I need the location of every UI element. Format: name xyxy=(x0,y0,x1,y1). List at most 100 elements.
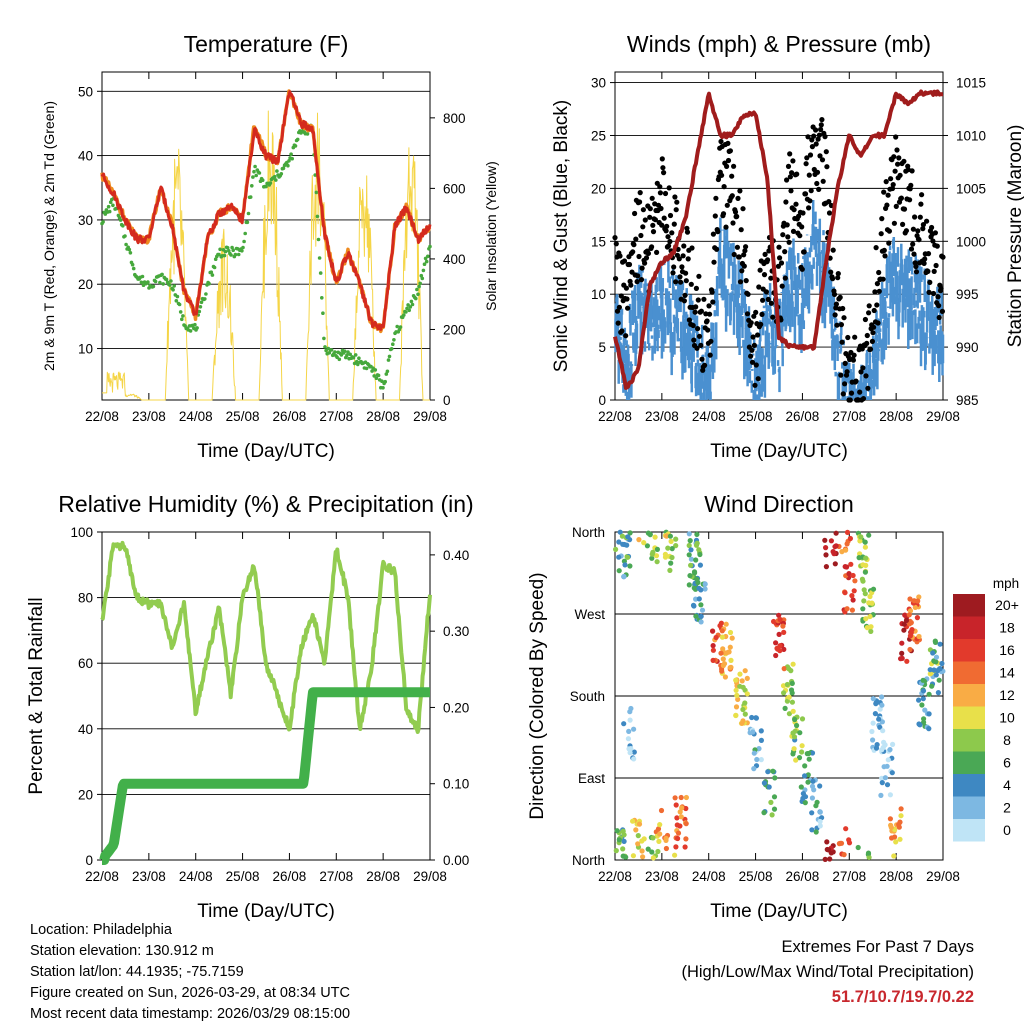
wind-gust-point xyxy=(874,302,880,308)
wind-gust-point xyxy=(709,289,715,295)
wind-gust-point xyxy=(872,289,878,295)
direction-point xyxy=(765,769,771,775)
dewpoint-point xyxy=(351,355,356,360)
direction-point xyxy=(694,540,700,546)
direction-point xyxy=(781,666,787,672)
direction-point xyxy=(843,547,849,553)
direction-ytick-label: East xyxy=(578,771,605,786)
direction-point xyxy=(904,658,910,664)
wind-gust-point xyxy=(696,333,703,339)
direction-point xyxy=(817,818,823,825)
direction-point xyxy=(669,554,675,561)
direction-point xyxy=(780,683,787,689)
wind-gust-point xyxy=(929,224,935,231)
dewpoint-point xyxy=(289,152,293,156)
direction-point xyxy=(673,543,679,549)
dewpoint-point xyxy=(236,252,241,257)
winds-ytick-label: 25 xyxy=(591,128,606,143)
direction-point xyxy=(844,541,850,547)
winds-ytick-label: 20 xyxy=(591,181,606,196)
wind-gust-point xyxy=(661,170,667,176)
direction-point xyxy=(842,564,848,570)
wind-gust-point xyxy=(841,315,847,321)
wind-gust-point xyxy=(642,260,648,266)
wind-gust-point xyxy=(871,324,877,330)
direction-point xyxy=(683,794,690,801)
dewpoint-point xyxy=(204,292,208,296)
direction-xtick-label: 24/08 xyxy=(692,869,726,884)
wind-gust-point xyxy=(886,240,892,246)
dewpoint-point xyxy=(420,276,425,281)
wind-gust-point xyxy=(765,257,771,263)
wind-gust-point xyxy=(695,326,701,332)
dewpoint-point xyxy=(177,302,182,307)
direction-point xyxy=(710,628,716,634)
dewpoint-point xyxy=(357,356,361,361)
wind-gust-point xyxy=(753,362,759,368)
wind-gust-point xyxy=(708,338,714,344)
dewpoint-point xyxy=(381,386,385,390)
wind-gust-point xyxy=(908,182,914,188)
colorbar-label: 8 xyxy=(1003,732,1011,748)
direction-ytick-label: South xyxy=(570,689,605,704)
direction-point xyxy=(884,763,890,769)
direction-point xyxy=(931,667,937,673)
colorbar-swatch xyxy=(953,729,985,752)
direction-point xyxy=(899,650,905,657)
wind-gust-point xyxy=(893,134,899,140)
dewpoint-point xyxy=(257,171,262,175)
station-info: Location: Philadelphia Station elevation… xyxy=(30,920,350,1025)
direction-point xyxy=(733,677,739,683)
wind-gust-point xyxy=(936,303,942,309)
colorbar-swatch xyxy=(953,819,985,842)
wind-gust-point xyxy=(776,244,782,250)
direction-point xyxy=(663,837,669,844)
dewpoint-point xyxy=(333,350,337,354)
dewpoint-point xyxy=(124,242,128,247)
direction-panel: 22/08 23/08 24/08 25/08 26/08 27/08 28/08 29/08… xyxy=(527,491,1019,922)
wind-gust-point xyxy=(679,264,685,270)
wind-gust-point xyxy=(666,185,672,191)
direction-point xyxy=(616,568,622,574)
direction-point xyxy=(884,782,891,788)
direction-point xyxy=(657,822,663,828)
direction-point xyxy=(792,716,798,723)
direction-point xyxy=(817,823,823,829)
wind-gust-point xyxy=(657,184,663,190)
direction-point xyxy=(702,581,708,587)
colorbar-swatch xyxy=(953,661,985,684)
colorbar-label: 10 xyxy=(999,710,1015,726)
wind-gust-point xyxy=(729,193,735,199)
dewpoint-point xyxy=(160,272,164,277)
direction-point xyxy=(864,625,870,631)
winds-ytick-right-label: 1015 xyxy=(956,76,986,91)
wind-gust-point xyxy=(819,117,825,123)
wind-gust-point xyxy=(688,281,694,287)
dewpoint-point xyxy=(272,174,277,179)
dewpoint-point xyxy=(108,200,113,204)
dewpoint-point xyxy=(168,283,172,287)
direction-xtick-label: 22/08 xyxy=(598,869,632,884)
direction-point xyxy=(777,648,783,654)
direction-point xyxy=(683,805,689,812)
wind-gust-point xyxy=(816,132,823,138)
direction-point xyxy=(688,562,694,568)
wind-gust-point xyxy=(869,338,876,344)
temperature-xtick-label: 24/08 xyxy=(179,409,213,424)
direction-point xyxy=(758,728,764,734)
direction-point xyxy=(683,821,689,827)
wind-gust-point xyxy=(660,165,666,171)
dewpoint-point xyxy=(398,325,403,329)
dewpoint-point xyxy=(253,164,257,169)
direction-point xyxy=(633,827,639,833)
wind-gust-point xyxy=(719,172,725,178)
wind-gust-point xyxy=(933,262,939,269)
direction-point xyxy=(889,770,895,776)
wind-gust-point xyxy=(790,158,796,164)
wind-gust-point xyxy=(908,246,915,252)
dewpoint-point xyxy=(230,245,234,250)
direction-point xyxy=(781,690,787,696)
dewpoint-point xyxy=(364,366,369,371)
wind-gust-point xyxy=(695,297,701,303)
direction-point xyxy=(878,792,884,799)
